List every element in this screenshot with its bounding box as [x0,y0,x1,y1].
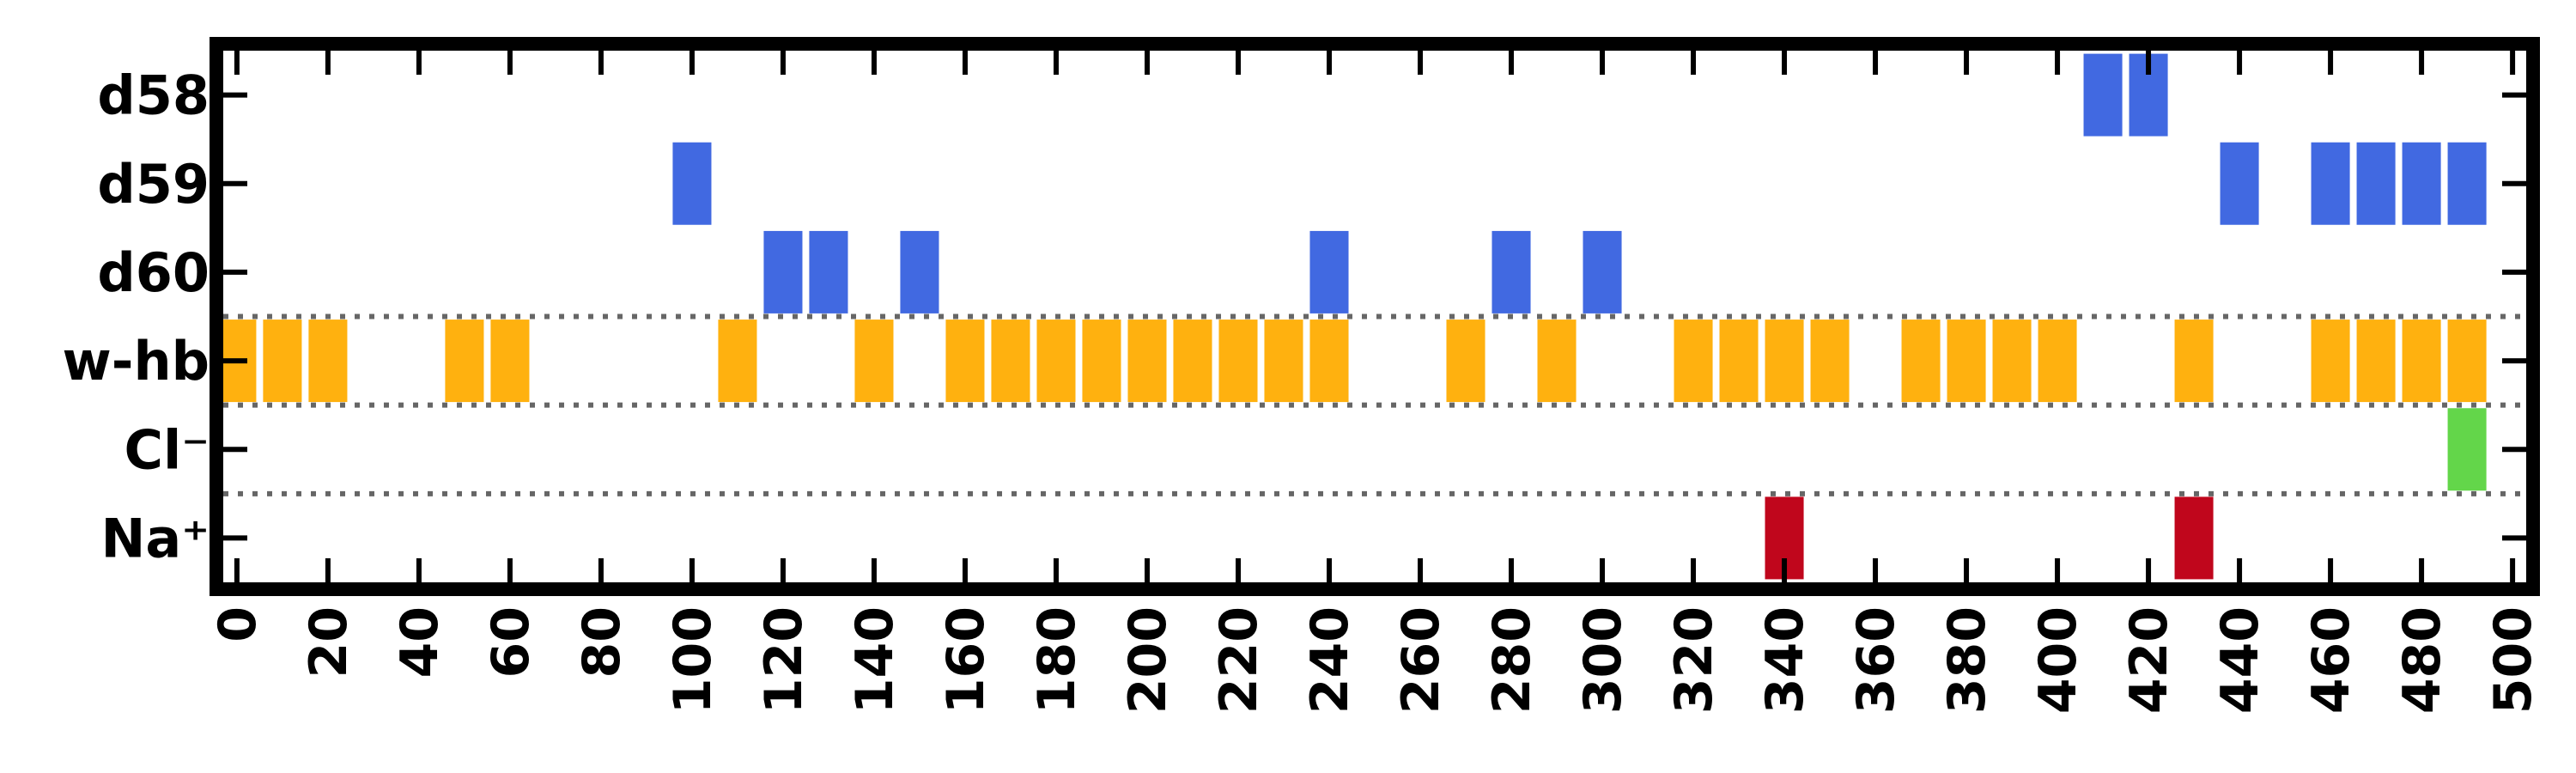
x-tick-label: 360 [1846,606,1906,714]
y-tick-label: d58 [97,64,210,127]
event-bar-whb-320 [1674,320,1713,403]
y-tick-label: Cl⁻ [125,418,210,481]
x-axis-labels: 0 20 40 60 80 100 120 140 160 180 200 220 240 260 280 3… [208,606,2543,714]
x-tick-label: 340 [1755,606,1815,714]
event-bar-whb-480 [2402,320,2441,403]
event-bar-d58-410 [2083,53,2123,137]
x-tick-label: 80 [572,606,632,679]
y-tick-label: Na⁺ [101,507,210,569]
event-bar-whb-140 [854,320,894,403]
axis-ticks [223,51,2526,582]
group-separators [223,313,2526,496]
x-tick-label: 400 [2028,606,2088,714]
event-bar-whb-350 [1810,320,1850,403]
x-tick-label: 380 [1937,606,1997,714]
x-tick-label: 40 [390,606,450,679]
x-tick-label: 180 [1027,606,1087,714]
y-axis-labels: d58 d59 d60 w-hb Cl⁻ Na⁺ [62,64,210,570]
plot-frame [210,37,2540,596]
event-bar-d60-240 [1309,230,1349,313]
event-bar-whb-60 [490,320,530,403]
x-tick-label: 260 [1391,606,1451,714]
x-tick-label: 480 [2392,606,2452,714]
event-bar-whb-430 [2174,320,2214,403]
event-bar-whb-170 [991,320,1030,403]
event-bar-whb-10 [263,320,302,403]
event-bar-whb-230 [1264,320,1303,403]
x-tick-label: 120 [754,606,814,714]
event-bar-whb-470 [2356,320,2396,403]
event-bar-whb-330 [1719,320,1759,403]
event-bar-whb-50 [445,320,484,403]
event-bar-d59-440 [2220,142,2259,225]
event-bar-Na-430 [2174,496,2214,580]
x-tick-label: 140 [845,606,905,714]
event-bar-whb-200 [1127,320,1167,403]
x-tick-label: 160 [936,606,996,714]
event-bar-d60-300 [1583,230,1622,313]
x-tick-label: 440 [2210,606,2270,714]
x-tick-label: 60 [481,606,541,679]
event-bar-d60-280 [1492,230,1531,313]
x-tick-label: 20 [299,606,359,679]
event-bar-whb-270 [1446,320,1485,403]
y-tick-label: w-hb [62,330,210,393]
event-bar-whb-20 [308,320,348,403]
x-tick-label: 420 [2119,606,2179,714]
y-tick-label: d60 [97,241,210,304]
x-tick-label: 500 [2483,606,2543,714]
x-tick-label: 320 [1664,606,1724,714]
event-bar-d59-470 [2356,142,2396,225]
event-bar-d59-100 [672,142,712,225]
event-bar-whb-460 [2311,320,2350,403]
event-bar-d60-120 [763,230,803,313]
event-bar-whb-110 [718,320,757,403]
event-bar-d59-480 [2402,142,2441,225]
event-bar-whb-180 [1036,320,1076,403]
x-tick-label: 0 [208,606,268,642]
event-bars [217,53,2487,580]
event-bar-whb-220 [1218,320,1258,403]
x-tick-label: 200 [1118,606,1178,714]
event-bar-whb-390 [1992,320,2032,403]
x-tick-label: 100 [663,606,723,714]
event-bar-whb-370 [1901,320,1941,403]
x-tick-label: 220 [1209,606,1269,714]
event-bar-d60-150 [900,230,939,313]
event-bar-whb-160 [945,320,985,403]
event-bar-whb-490 [2447,320,2487,403]
x-tick-label: 300 [1573,606,1633,714]
event-bar-d59-490 [2447,142,2487,225]
event-bar-d60-130 [809,230,848,313]
event-bar-whb-190 [1082,320,1121,403]
y-tick-label: d59 [97,153,210,216]
x-tick-label: 280 [1482,606,1542,714]
event-bar-whb-400 [2038,320,2077,403]
event-bar-whb-210 [1173,320,1212,403]
event-bar-whb-240 [1309,320,1349,403]
x-tick-label: 460 [2301,606,2361,714]
event-bar-whb-340 [1765,320,1804,403]
event-bar-Cl-490 [2447,408,2487,491]
event-bar-d59-460 [2311,142,2350,225]
event-bar-whb-290 [1537,320,1577,403]
x-tick-label: 240 [1300,606,1360,714]
event-bar-whb-380 [1947,320,1986,403]
